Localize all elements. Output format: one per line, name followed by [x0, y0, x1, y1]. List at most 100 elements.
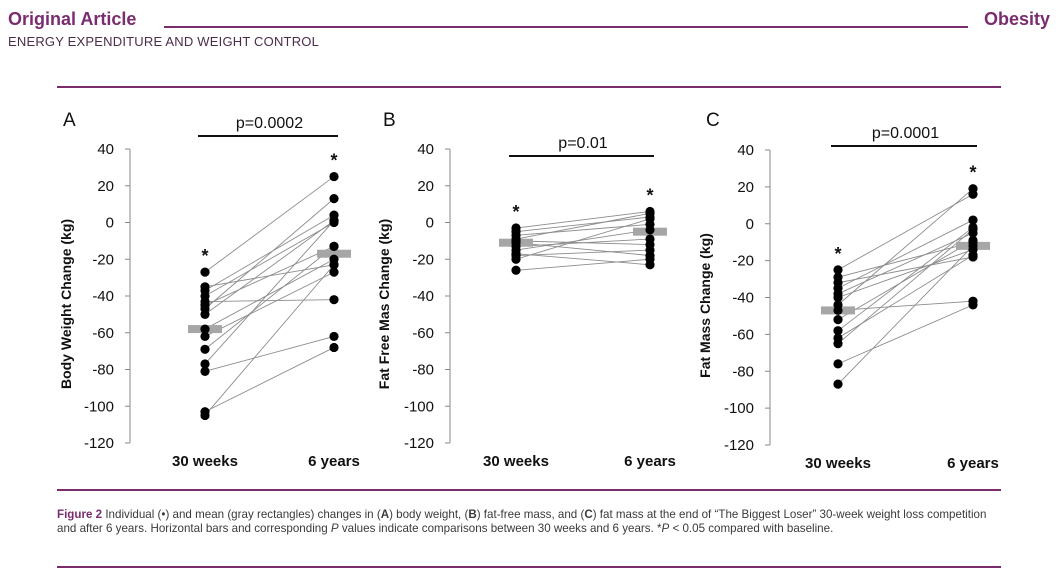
panel-label: A — [63, 110, 76, 131]
pair-line — [837, 249, 974, 298]
data-point — [329, 342, 339, 353]
y-tick-label: -100 — [404, 398, 434, 415]
pair-line — [515, 216, 651, 233]
y-tick-label: -60 — [732, 326, 754, 343]
journal-name: Obesity — [983, 9, 1050, 29]
data-point — [329, 331, 339, 342]
pair-line — [204, 220, 335, 365]
y-tick-label: 20 — [97, 178, 114, 195]
data-point — [833, 379, 843, 389]
x-category-label: 30 weeks — [483, 453, 549, 470]
data-point — [200, 331, 210, 342]
pair-line — [204, 246, 335, 350]
data-point — [645, 214, 655, 224]
panel-label: C — [706, 110, 720, 131]
pair-line — [204, 198, 335, 310]
y-tick-label: -40 — [412, 288, 434, 305]
data-point — [968, 224, 978, 234]
data-point — [645, 225, 655, 235]
pair-line — [204, 222, 335, 297]
data-point — [200, 267, 210, 277]
pair-line — [515, 238, 651, 247]
x-category-label: 30 weeks — [172, 453, 238, 470]
pair-line — [837, 227, 974, 332]
pair-line — [204, 258, 335, 330]
pair-line — [204, 299, 335, 302]
significance-asterisk: * — [969, 163, 976, 183]
p-value-label: p=0.0001 — [872, 125, 939, 142]
y-tick-label: -120 — [724, 437, 754, 454]
y-tick-label: -120 — [404, 435, 434, 452]
pair-line — [204, 271, 335, 337]
data-point — [329, 267, 339, 277]
x-category-label: 6 years — [624, 453, 676, 470]
section-subtitle: ENERGY EXPENDITURE AND WEIGHT CONTROL — [8, 34, 320, 49]
data-point — [968, 241, 978, 251]
data-point — [511, 254, 521, 264]
pair-line — [837, 239, 974, 321]
data-point — [329, 171, 339, 182]
pair-line — [837, 232, 974, 295]
x-category-label: 6 years — [308, 453, 360, 470]
significance-asterisk: * — [201, 246, 208, 266]
pair-line — [515, 212, 651, 240]
p-value-label: p=0.0002 — [236, 115, 303, 132]
mean-bar — [317, 249, 351, 258]
data-point — [968, 215, 978, 225]
pair-line — [515, 229, 651, 251]
pair-line — [515, 218, 651, 260]
data-point — [200, 366, 210, 376]
y-tick-label: 20 — [417, 178, 434, 195]
data-point — [833, 265, 843, 275]
data-point — [645, 245, 655, 255]
p-value-label: p=0.01 — [558, 135, 607, 152]
y-tick-label: 0 — [426, 215, 434, 232]
data-point — [833, 315, 843, 325]
pair-line — [515, 253, 651, 266]
y-tick-label: -20 — [732, 253, 754, 270]
data-point — [329, 295, 339, 305]
pair-line — [837, 228, 974, 344]
pair-line — [837, 188, 974, 306]
y-tick-label: -100 — [84, 398, 114, 415]
y-tick-label: -80 — [92, 362, 114, 379]
figure-charts: A 40 20 0 -20 -40 -60 -80 -100 -120 Body Weight Ch… — [58, 110, 999, 472]
y-tick-label: -20 — [92, 251, 114, 268]
pair-line — [204, 214, 335, 291]
section-title: Original Article — [8, 9, 137, 29]
pair-line — [204, 335, 335, 372]
significance-asterisk: * — [834, 244, 841, 264]
pair-line — [837, 219, 974, 289]
data-point — [329, 241, 339, 251]
y-tick-label: -40 — [732, 290, 754, 307]
data-point — [833, 338, 843, 349]
data-point — [968, 250, 978, 260]
data-point — [833, 305, 843, 316]
data-point — [329, 216, 339, 226]
data-point — [200, 324, 210, 334]
y-tick-label: 40 — [97, 141, 114, 158]
x-category-label: 30 weeks — [805, 455, 871, 472]
data-point — [833, 326, 843, 336]
y-tick-label: -80 — [732, 363, 754, 380]
data-point — [833, 359, 843, 369]
y-axis-title: Fat Mass Change (kg) — [697, 233, 713, 378]
pair-line — [837, 256, 974, 284]
pair-line — [837, 300, 974, 311]
significance-asterisk: * — [330, 151, 337, 171]
data-point — [833, 292, 843, 303]
pair-line — [837, 193, 974, 271]
figure-label: Figure 2 — [57, 508, 103, 521]
pair-line — [204, 347, 335, 413]
pair-line — [515, 258, 651, 271]
significance-asterisk: * — [512, 202, 519, 222]
data-point — [329, 194, 339, 204]
pair-line — [837, 304, 974, 365]
pair-line — [204, 220, 335, 315]
data-point — [968, 184, 978, 194]
y-tick-label: -20 — [412, 251, 434, 268]
y-axis-title: Body Weight Change (kg) — [58, 219, 74, 389]
y-tick-label: 40 — [417, 141, 434, 158]
y-tick-label: -120 — [84, 435, 114, 452]
pair-line — [204, 264, 335, 416]
